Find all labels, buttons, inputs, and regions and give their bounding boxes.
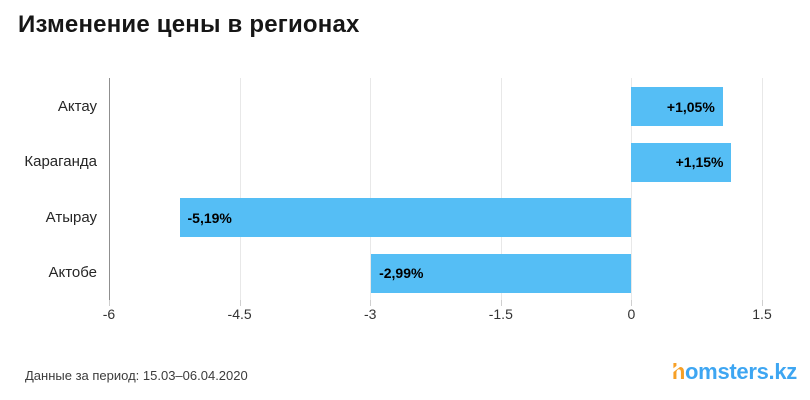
x-tick-label--4.5: -4.5 [227, 306, 252, 322]
category-label-Актау: Актау [57, 97, 97, 115]
period-note: Данные за период: 15.03–06.04.2020 [25, 368, 248, 383]
tick-mark--3 [370, 300, 372, 306]
logo-house-h-icon: h [671, 359, 686, 384]
bar-value-label-Актобе: -2,99% [379, 265, 424, 282]
x-tick-label--1.5: -1.5 [488, 306, 513, 322]
homsters-logo[interactable]: homsters.kz [672, 360, 797, 384]
gridline--6 [109, 78, 110, 300]
bar-Актау: +1,05% [631, 87, 723, 127]
tick-mark--1.5 [500, 300, 502, 306]
tick-mark--4.5 [239, 300, 241, 306]
tick-mark-1.5 [762, 300, 763, 306]
gridline-0 [631, 78, 633, 300]
category-label-Атырау: Атырау [45, 208, 97, 226]
tick-mark--6 [109, 300, 110, 306]
category-label-Актобе: Актобе [48, 264, 97, 282]
y-axis-category-labels: Актау Караганда Атырау Актобе [0, 78, 97, 300]
x-tick-label--3: -3 [363, 306, 377, 322]
x-axis-tick-labels: -6 -4.5 -3 -1.5 0 1.5 [103, 306, 772, 324]
gridline--4.5 [239, 78, 241, 300]
category-label-Караганда: Караганда [24, 153, 97, 171]
x-tick-label-1.5: 1.5 [752, 306, 772, 322]
chart-title: Изменение цены в регионах [18, 11, 360, 38]
bar-Актобе: -2,99% [371, 253, 632, 293]
bar-value-label-Атырау: -5,19% [187, 209, 232, 226]
gridline-1.5 [762, 78, 763, 300]
x-tick-label-0: 0 [627, 306, 636, 322]
bar-value-label-Караганда: +1,15% [675, 154, 724, 171]
logo-text: omsters.kz [685, 359, 797, 384]
bar-Караганда: +1,15% [631, 142, 732, 182]
x-tick-label--6: -6 [102, 306, 116, 322]
tick-mark-0 [631, 300, 633, 306]
gridline--1.5 [500, 78, 502, 300]
bar-value-label-Актау: +1,05% [666, 98, 715, 115]
bar-Атырау: -5,19% [179, 198, 632, 238]
gridline--3 [370, 78, 372, 300]
plot-area: +1,05% +1,15% -5,19% -2,99% [109, 78, 763, 306]
